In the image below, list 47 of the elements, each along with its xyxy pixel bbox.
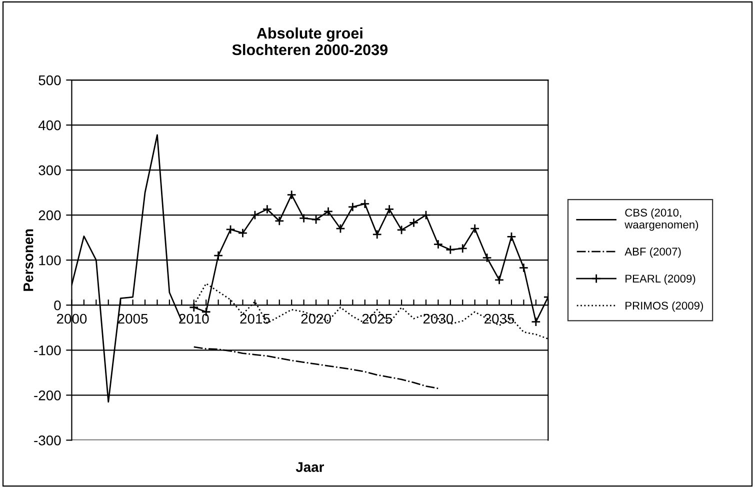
point bbox=[458, 244, 468, 254]
y-tick-label: 200 bbox=[38, 210, 61, 220]
point bbox=[323, 206, 334, 216]
point bbox=[336, 224, 346, 234]
y-tick-label: -100 bbox=[34, 345, 61, 356]
y-tick-label: 500 bbox=[38, 75, 61, 86]
legend-label: CBS (2010, waargenomen) bbox=[624, 208, 698, 231]
x-axis-title: Jaar bbox=[296, 462, 324, 472]
point bbox=[372, 230, 382, 240]
point bbox=[421, 210, 431, 220]
y-tick-label: 100 bbox=[39, 255, 61, 266]
point bbox=[446, 244, 456, 255]
point bbox=[494, 275, 504, 285]
point bbox=[384, 204, 394, 214]
point bbox=[408, 218, 419, 228]
point bbox=[286, 190, 296, 200]
point bbox=[470, 224, 480, 234]
point bbox=[506, 232, 516, 242]
x-tick-label: 2015 bbox=[240, 314, 270, 324]
legend-label: PRIMOS (2009) bbox=[626, 301, 703, 312]
x-tick-label: 2035 bbox=[484, 314, 514, 324]
point bbox=[213, 250, 224, 260]
point bbox=[238, 228, 248, 238]
point bbox=[531, 316, 541, 327]
y-tick-label: -200 bbox=[34, 390, 61, 400]
legend-label: PEARL (2009) bbox=[626, 274, 696, 285]
point bbox=[250, 210, 260, 220]
point bbox=[298, 213, 309, 224]
chart-title: Absolute groei Slochteren 2000-2039 bbox=[232, 27, 388, 56]
x-tick-label: 2025 bbox=[362, 314, 392, 324]
point bbox=[396, 225, 406, 235]
y-tick-label: 0 bbox=[54, 300, 61, 310]
y-tick-label: 300 bbox=[38, 165, 61, 176]
point bbox=[518, 262, 529, 273]
point bbox=[226, 224, 236, 234]
point bbox=[189, 302, 199, 312]
point bbox=[433, 239, 444, 250]
point bbox=[360, 198, 370, 209]
legend-label: ABF (2007) bbox=[624, 247, 681, 258]
y-tick-label: 400 bbox=[38, 120, 61, 130]
point bbox=[348, 202, 358, 212]
point bbox=[274, 216, 284, 226]
y-tick-label: -300 bbox=[34, 436, 61, 446]
point bbox=[482, 252, 492, 263]
y-axis-title: Personen bbox=[24, 229, 34, 291]
point bbox=[311, 214, 321, 224]
point bbox=[262, 204, 272, 214]
